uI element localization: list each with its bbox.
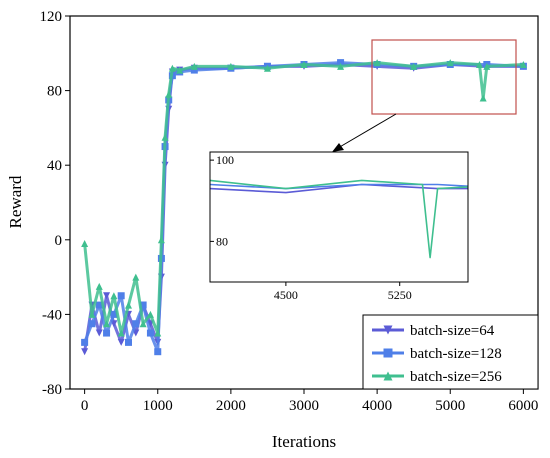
- inset-y-tick-label: 80: [216, 234, 228, 248]
- zoom-region-box: [371, 39, 517, 115]
- series-3-point: [103, 320, 111, 328]
- inset-x-tick-label: 4500: [274, 288, 298, 302]
- legend-label: batch-size=256: [410, 369, 502, 385]
- series-2-point: [95, 301, 103, 309]
- series-2-point: [154, 348, 162, 356]
- series-3-point: [190, 62, 198, 70]
- series-3-point: [117, 329, 125, 337]
- inset-series-line-2: [210, 183, 468, 190]
- inset-x-ticks: 4500 5250: [274, 282, 412, 302]
- y-tick-label: 40: [47, 158, 62, 174]
- series-3-point: [483, 62, 491, 70]
- series-3-point: [479, 94, 487, 102]
- inset-series-group: [210, 179, 468, 259]
- legend-items: batch-size=64 batch-size=128 batch-size=25…: [372, 323, 502, 385]
- legend-swatch-marker: [383, 348, 393, 358]
- series-3-point: [446, 59, 454, 67]
- inset-frame: [209, 151, 469, 283]
- x-tick-label: 1000: [143, 398, 173, 414]
- y-tick-label: 120: [40, 9, 63, 25]
- series-2-point: [190, 66, 198, 74]
- inset-y-tick-label: 100: [216, 153, 234, 167]
- series-2-point: [146, 329, 154, 337]
- y-tick-label: 0: [55, 233, 63, 249]
- series-3-point: [139, 320, 147, 328]
- series-3-point: [337, 62, 345, 70]
- y-axis-ticks: -80 -40 0 40 80 120: [40, 9, 70, 398]
- inset-plot-marks: [210, 179, 468, 259]
- legend-label: batch-size=64: [410, 323, 495, 339]
- series-3-point: [146, 310, 154, 318]
- x-axis-ticks: 0 1000 2000 3000 4000 5000 6000: [81, 389, 538, 414]
- series-3-point: [168, 64, 176, 72]
- x-tick-label: 5000: [435, 398, 465, 414]
- series-2-point: [110, 310, 118, 318]
- x-axis-title: Iterations: [272, 432, 336, 451]
- y-tick-label: -40: [42, 307, 62, 323]
- series-3-point: [132, 273, 140, 281]
- series-3-point: [227, 62, 235, 70]
- series-1-point: [95, 329, 103, 337]
- series-2-point: [117, 292, 125, 300]
- legend-swatch-marker: [383, 371, 393, 381]
- x-tick-label: 3000: [289, 398, 319, 414]
- series-3-point: [154, 329, 162, 337]
- series-3-point: [373, 59, 381, 67]
- inset-y-ticks: 80 100: [210, 153, 234, 248]
- series-3-point: [125, 301, 132, 309]
- series-3-point: [95, 282, 103, 290]
- series-2-point: [81, 338, 89, 346]
- series-3-point: [410, 62, 418, 70]
- series-3-point: [476, 60, 483, 68]
- series-3-point: [176, 66, 184, 74]
- inset-frame-bg: [210, 152, 468, 282]
- series-3-point: [157, 236, 165, 244]
- inset-x-tick-label: 5250: [388, 288, 412, 302]
- series-3-point: [110, 292, 118, 300]
- series-2-point: [88, 320, 96, 328]
- series-3-point: [161, 133, 169, 141]
- inset-plot: 4500 5250 80 100: [209, 151, 469, 302]
- series-3-point: [300, 60, 308, 68]
- inset-series-line-3: [210, 179, 468, 259]
- main-plot-marks: [81, 59, 527, 356]
- series-2-point: [132, 320, 140, 328]
- series-3-point: [81, 240, 89, 248]
- series-1-point: [81, 348, 89, 356]
- zoom-arrow-head: [332, 143, 344, 152]
- series-2-point: [103, 329, 111, 337]
- legend-label: batch-size=128: [410, 346, 502, 362]
- series-2-point: [125, 338, 132, 346]
- legend-swatch-marker: [383, 325, 393, 335]
- series-3-point: [88, 310, 96, 318]
- series-line-3: [83, 61, 524, 335]
- series-3-point: [165, 90, 173, 98]
- zoom-arrow-line: [337, 113, 397, 149]
- y-tick-label: 80: [47, 84, 62, 100]
- series-3-point: [263, 64, 271, 72]
- x-tick-label: 4000: [362, 398, 392, 414]
- y-axis-title: Reward: [6, 175, 25, 228]
- series-3-point: [519, 60, 527, 68]
- series-2-point: [337, 59, 345, 67]
- series-2-point: [139, 301, 147, 309]
- x-tick-label: 6000: [508, 398, 538, 414]
- y-tick-label: -80: [42, 382, 62, 398]
- series-1-point: [117, 338, 125, 346]
- series-1-point: [103, 292, 111, 300]
- x-tick-label: 0: [81, 398, 89, 414]
- x-tick-label: 2000: [216, 398, 246, 414]
- legend: batch-size=64 batch-size=128 batch-size=25…: [362, 314, 539, 390]
